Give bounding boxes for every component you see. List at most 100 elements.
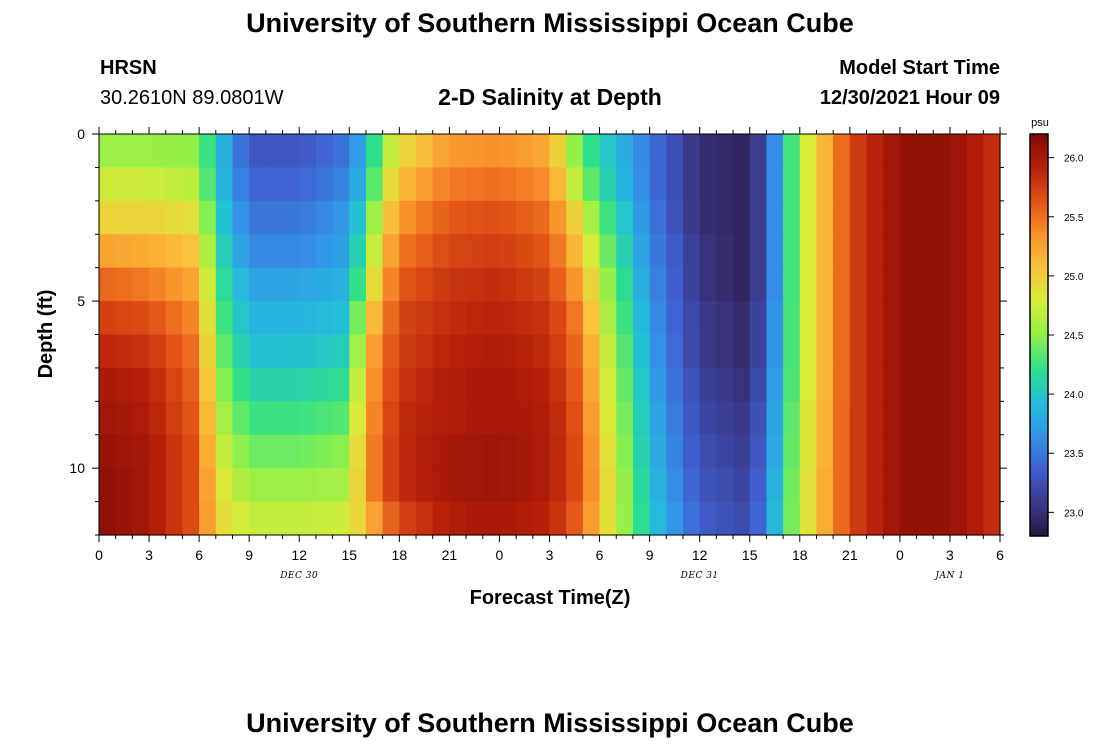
heatmap-cell xyxy=(833,234,851,269)
heatmap-cell xyxy=(716,501,734,536)
heatmap-cell xyxy=(899,301,918,336)
heatmap-cell xyxy=(149,334,167,369)
x-tick-label: 6 xyxy=(195,547,203,563)
x-axis: 0 3 6 9 12 15 18 21 0 3 6 9 12 15 18 21 0 3 6 xyxy=(95,127,1004,563)
x-tick-label: 9 xyxy=(245,547,253,563)
heatmap-cell xyxy=(215,401,234,436)
heatmap-cell xyxy=(132,468,150,503)
heatmap-cell xyxy=(299,501,317,536)
heatmap-cell xyxy=(332,200,350,235)
heatmap-cell xyxy=(816,267,834,302)
heatmap-cell xyxy=(532,134,551,169)
heatmap-cell xyxy=(749,200,768,235)
heatmap-cell xyxy=(616,301,634,336)
heatmap-cell xyxy=(265,301,284,336)
heatmap-cell xyxy=(516,134,534,169)
heatmap-cell xyxy=(165,434,184,469)
station-coordinates: 30.2610N 89.0801W xyxy=(100,87,284,109)
heatmap-cell xyxy=(849,200,868,235)
heatmap-cell xyxy=(332,501,350,536)
heatmap-cell xyxy=(349,301,367,336)
heatmap-cell xyxy=(315,267,334,302)
heatmap-cell xyxy=(783,334,801,369)
heatmap-cell xyxy=(632,267,651,302)
heatmap-cell xyxy=(899,401,918,436)
heatmap-cell xyxy=(132,401,150,436)
heatmap-cell xyxy=(115,167,133,202)
heatmap-cell xyxy=(649,234,667,269)
heatmap-cell xyxy=(432,301,450,336)
heatmap-cell xyxy=(966,167,984,202)
heatmap-cell xyxy=(232,267,250,302)
heatmap-cell xyxy=(349,367,367,402)
heatmap-cell xyxy=(532,367,551,402)
heatmap-cell xyxy=(566,200,584,235)
heatmap-cell xyxy=(849,267,868,302)
heatmap-cell xyxy=(365,367,384,402)
heatmap-cell xyxy=(115,401,133,436)
heatmap-cell xyxy=(599,200,617,235)
heatmap-cell xyxy=(299,367,317,402)
heatmap-cell xyxy=(399,167,417,202)
heatmap-cell xyxy=(783,301,801,336)
heatmap-cell xyxy=(949,367,968,402)
x-tick-label: 0 xyxy=(496,547,504,563)
heatmap-cell xyxy=(916,334,934,369)
heatmap-cell xyxy=(282,267,300,302)
heatmap-cell xyxy=(716,301,734,336)
heatmap-cell xyxy=(949,200,968,235)
heatmap-cell xyxy=(799,501,818,536)
heatmap-cell xyxy=(666,200,684,235)
heatmap-cell xyxy=(816,468,834,503)
heatmap-cell xyxy=(632,401,651,436)
heatmap-cell xyxy=(399,468,417,503)
heatmap-cell xyxy=(215,301,234,336)
heatmap-cell xyxy=(966,401,984,436)
heatmap-cell xyxy=(549,167,567,202)
heatmap-cell xyxy=(783,234,801,269)
heatmap-cell xyxy=(933,501,951,536)
heatmap-cell xyxy=(382,501,400,536)
heatmap-cell xyxy=(699,134,717,169)
model-start-label: Model Start Time xyxy=(839,57,1000,79)
x-tick-label: 21 xyxy=(842,547,858,563)
heatmap-cell xyxy=(482,367,501,402)
heatmap-cell xyxy=(449,134,467,169)
heatmap-cell xyxy=(549,234,567,269)
colorbar-tick-label: 23.5 xyxy=(1064,449,1084,460)
heatmap-cell xyxy=(99,468,117,503)
heatmap-cell xyxy=(399,434,417,469)
heatmap-cell xyxy=(232,468,250,503)
heatmap-cell xyxy=(582,434,601,469)
heatmap-cell xyxy=(733,501,751,536)
heatmap-cell xyxy=(349,200,367,235)
heatmap-cell xyxy=(649,200,667,235)
heatmap-cell xyxy=(783,468,801,503)
heatmap-cell xyxy=(699,234,717,269)
heatmap-cell xyxy=(299,401,317,436)
heatmap-cell xyxy=(432,468,450,503)
heatmap-cell xyxy=(299,301,317,336)
heatmap-cell xyxy=(416,301,434,336)
heatmap-cell xyxy=(499,367,517,402)
heatmap-cell xyxy=(883,334,901,369)
heatmap-cell xyxy=(933,134,951,169)
heatmap-cell xyxy=(549,267,567,302)
heatmap-cell xyxy=(265,401,284,436)
heatmap-cell xyxy=(132,334,150,369)
heatmap-cell xyxy=(916,468,934,503)
heatmap-cell xyxy=(132,434,150,469)
heatmap-cell xyxy=(749,234,768,269)
heatmap-cell xyxy=(282,167,300,202)
heatmap-cell xyxy=(716,267,734,302)
heatmap-cell xyxy=(599,301,617,336)
heatmap-cell xyxy=(899,434,918,469)
heatmap-cell xyxy=(449,367,467,402)
heatmap-cell xyxy=(265,267,284,302)
heatmap-cell xyxy=(482,200,501,235)
heatmap-cell xyxy=(399,501,417,536)
heatmap-cell xyxy=(449,267,467,302)
heatmap-cell xyxy=(899,200,918,235)
heatmap-cell xyxy=(766,234,784,269)
heatmap-cell xyxy=(299,200,317,235)
